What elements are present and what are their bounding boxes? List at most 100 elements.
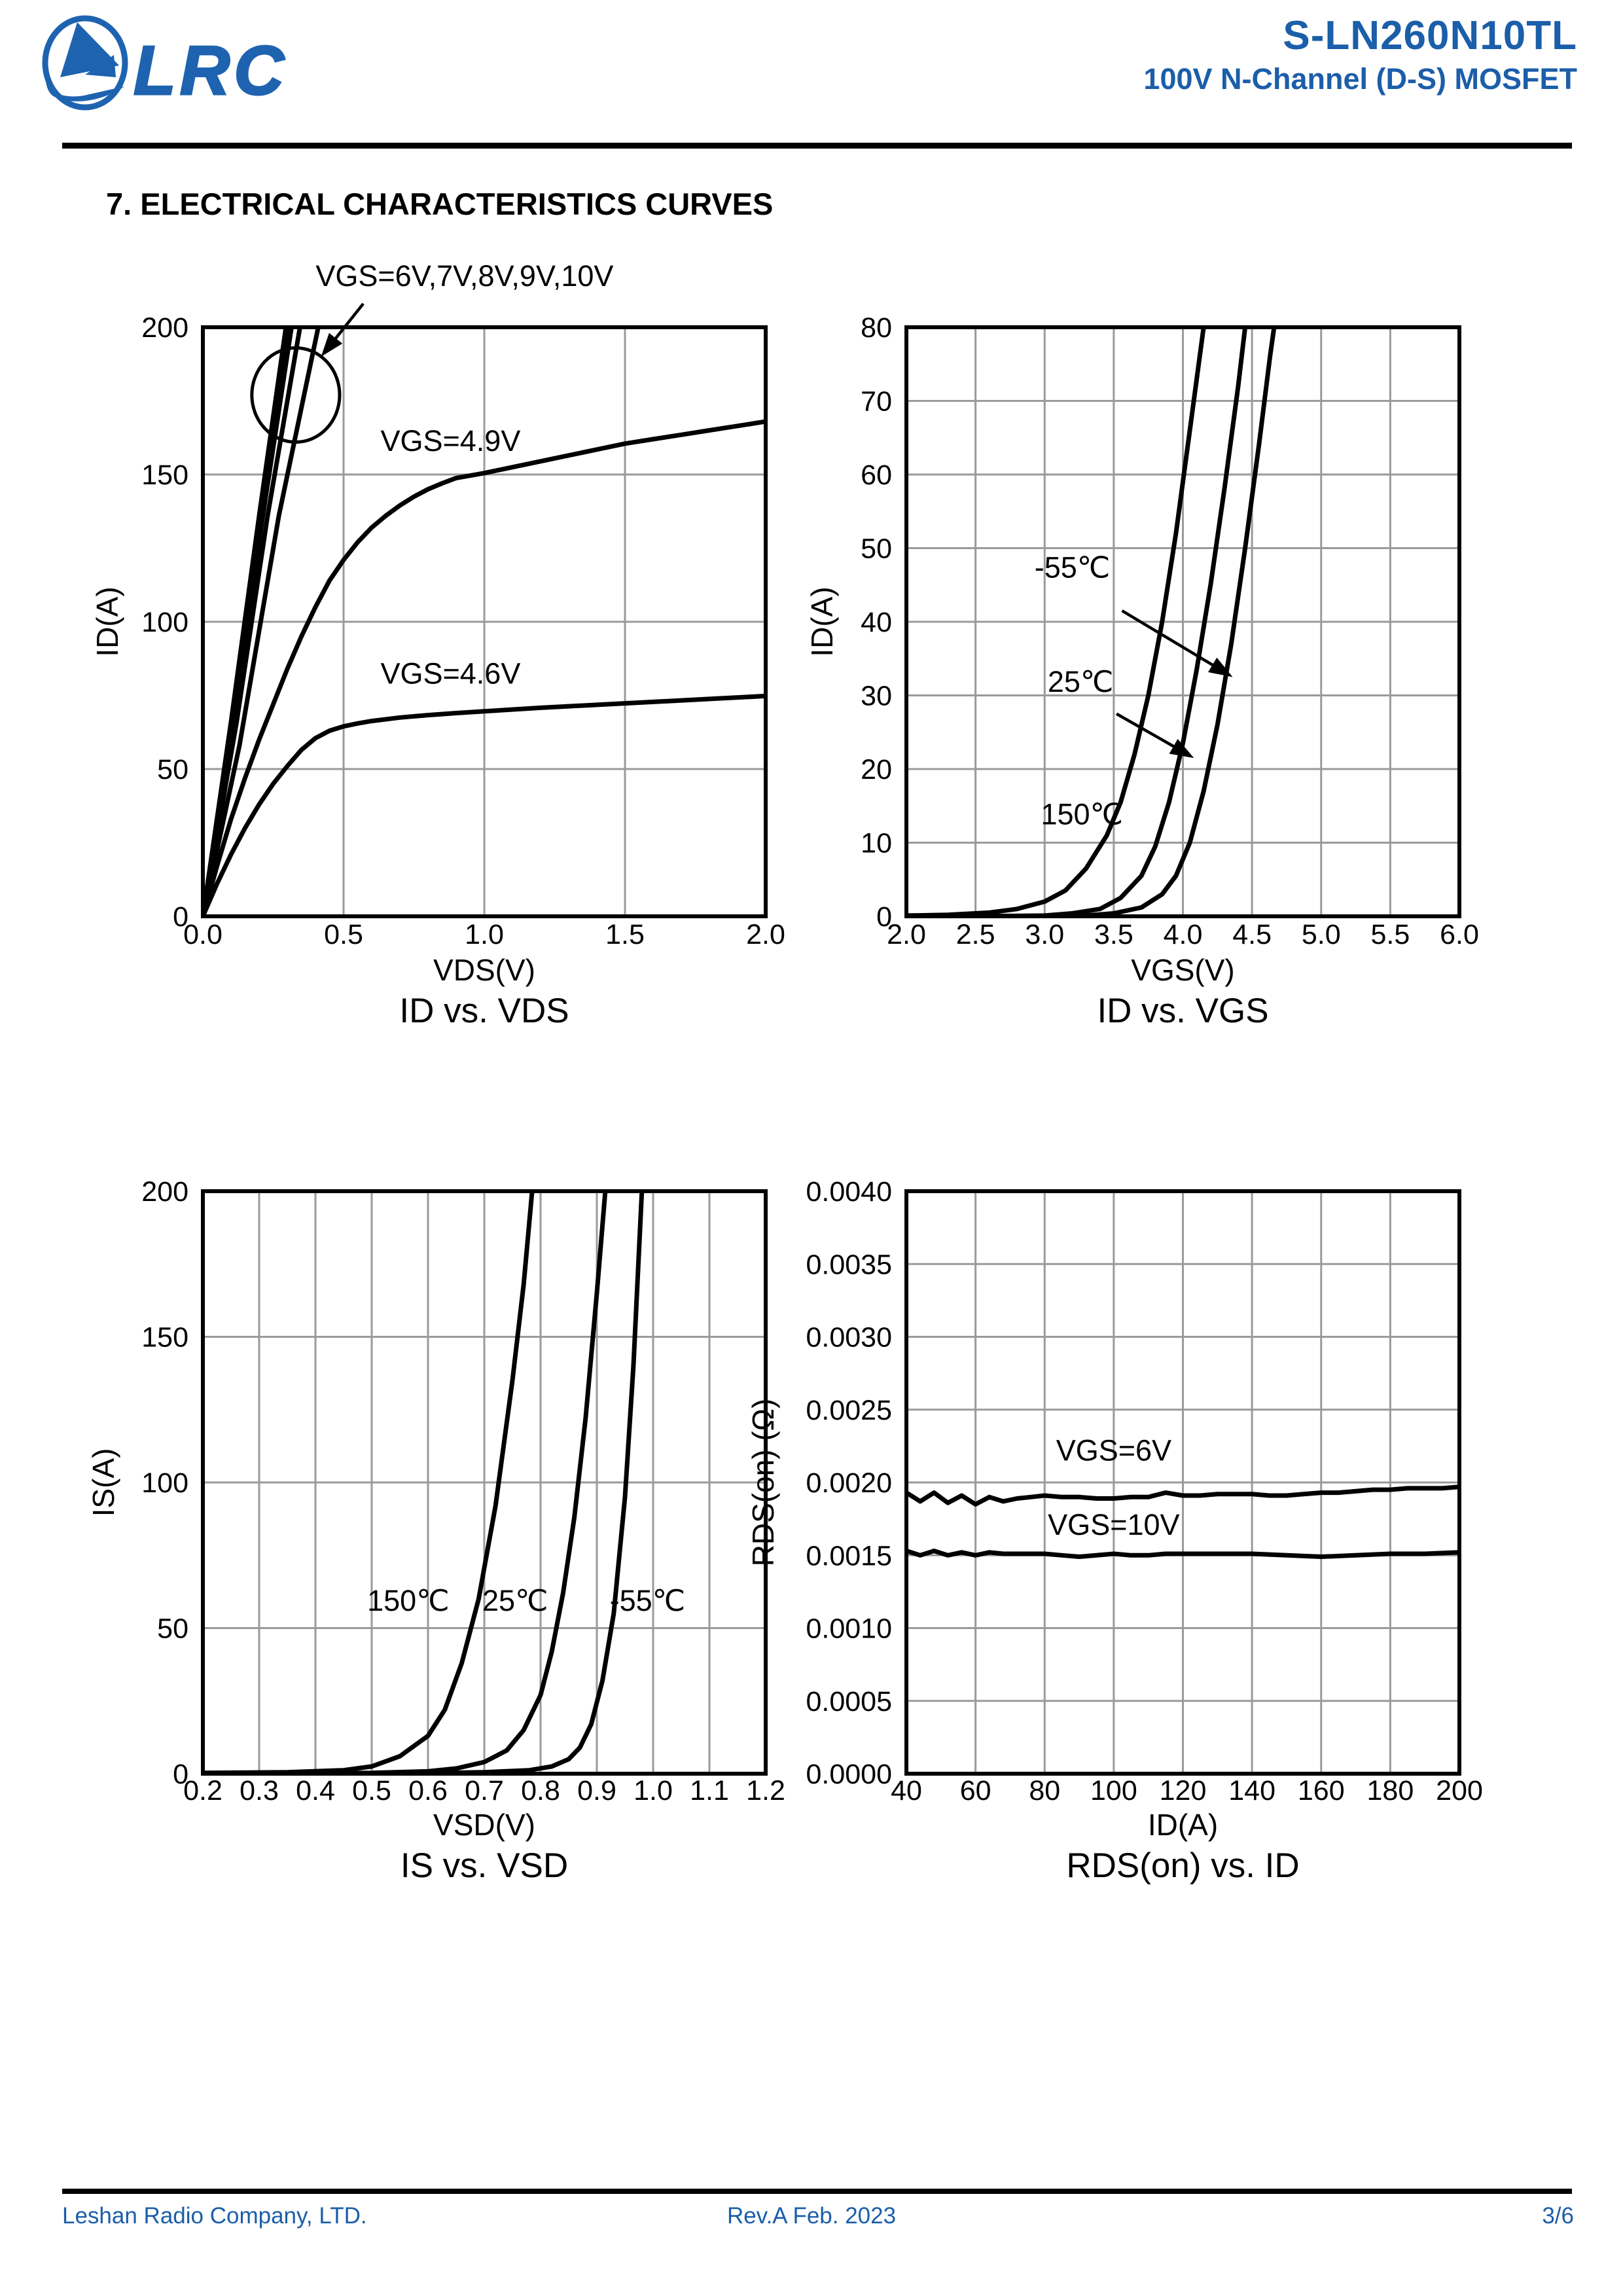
- y-tick-label: 50: [157, 1613, 188, 1645]
- y-axis-label: ID(A): [90, 586, 124, 656]
- y-tick-label: 0.0025: [806, 1395, 892, 1426]
- annotation-arrowhead: [1169, 738, 1194, 759]
- y-tick-label: 200: [141, 312, 188, 344]
- plot-border: [904, 325, 1461, 918]
- section-heading: 7. ELECTRICAL CHARACTERISTICS CURVES: [106, 187, 774, 221]
- x-tick-label: 0.9: [577, 1775, 616, 1806]
- plot-border: [201, 1189, 768, 1776]
- annotation-arrowhead: [1207, 657, 1233, 677]
- product-subtitle: 100V N-Channel (D-S) MOSFET: [1143, 62, 1577, 96]
- x-tick-label: 0.2: [183, 1775, 223, 1806]
- series-curve: [906, 1484, 1459, 1507]
- x-tick-label: 60: [960, 1775, 991, 1806]
- annotation-label: 150℃: [1041, 797, 1123, 831]
- header-titles: S-LN260N10TL 100V N-Channel (D-S) MOSFET: [1143, 14, 1577, 96]
- x-tick-label: 0.8: [521, 1775, 560, 1806]
- annotation-label: VGS=4.6V: [380, 657, 520, 691]
- y-tick-label: 0: [173, 901, 188, 933]
- chart-caption: RDS(on) vs. ID: [1066, 1846, 1299, 1885]
- x-tick-label: 6.0: [1440, 919, 1479, 950]
- product-title: S-LN260N10TL: [1283, 13, 1577, 58]
- annotation-label: VGS=6V: [1056, 1434, 1171, 1467]
- x-tick-label: 160: [1298, 1775, 1345, 1806]
- y-tick-label: 40: [861, 607, 892, 638]
- footer-rule: [62, 2189, 1572, 2194]
- annotation-label: VGS=10V: [1048, 1508, 1179, 1541]
- lrc-logo-text: LRC: [134, 32, 288, 109]
- y-axis-label: IS(A): [86, 1448, 120, 1517]
- lrc-logo: LRC: [42, 15, 288, 111]
- series-curve: [906, 1549, 1459, 1559]
- series-group: [906, 1484, 1459, 1559]
- y-axis-label: ID(A): [805, 586, 839, 656]
- chart-caption: ID vs. VDS: [399, 992, 569, 1030]
- x-tick-label: 80: [1029, 1775, 1060, 1806]
- y-tick-label: 0.0000: [806, 1759, 892, 1790]
- y-tick-label: 20: [861, 754, 892, 785]
- x-tick-label: 120: [1160, 1775, 1207, 1806]
- annotation-label: 150℃: [367, 1584, 450, 1617]
- x-tick-label: 1.0: [633, 1775, 673, 1806]
- y-tick-label: 200: [141, 1176, 188, 1208]
- y-tick-label: 0.0035: [806, 1249, 892, 1280]
- x-tick-label: 3.0: [1025, 919, 1064, 950]
- series-curve: [203, 327, 321, 916]
- y-tick-label: 150: [141, 459, 188, 491]
- x-tick-label: 1.2: [746, 1775, 785, 1806]
- series-curve: [203, 693, 766, 916]
- chart-rdson-vs-id: VGS=6V VGS=10V 40 60 80 100 120 140 160 180 200 0.0…: [746, 1176, 1483, 1885]
- x-tick-label: 1.1: [690, 1775, 729, 1806]
- logo-circle-icon: [42, 15, 128, 111]
- y-tick-label: 50: [861, 533, 892, 565]
- y-tick-label: 0: [876, 901, 892, 933]
- x-tick-label: 3.5: [1094, 919, 1133, 950]
- annotation-label: 25℃: [1048, 665, 1114, 698]
- chart-is-vs-vsd: 150℃ 25℃ -55℃ 0.2 0.3 0.4 0.5 0.6 0.7 0.8 0.9 1.0 1.…: [86, 1176, 785, 1885]
- annotation-ellipse: [250, 346, 342, 444]
- y-tick-label: 150: [141, 1322, 188, 1354]
- y-tick-label: 60: [861, 459, 892, 491]
- x-tick-label: 0.5: [352, 1775, 391, 1806]
- y-tick-label: 0.0040: [806, 1176, 892, 1208]
- logo-sail2-icon: [85, 55, 116, 77]
- annotation-label: 25℃: [482, 1584, 548, 1617]
- x-axis-label: VDS(V): [433, 953, 535, 987]
- x-tick-label: 0.0: [183, 919, 223, 950]
- series-curve: [203, 327, 302, 916]
- x-tick-label: 2.0: [887, 919, 926, 950]
- logo-hull-icon: [46, 81, 124, 101]
- x-tick-label: 0.5: [324, 919, 363, 950]
- chart-caption: ID vs. VGS: [1097, 992, 1268, 1030]
- y-tick-label: 0.0030: [806, 1322, 892, 1354]
- chart-id-vs-vds: VGS=6V,7V,8V,9V,10V VGS=4.9V VGS=4.6V 0.0 0.…: [90, 259, 785, 1030]
- header-rule: [62, 143, 1572, 149]
- annotation-arrow-line: [1121, 609, 1224, 673]
- x-tick-label: 0.7: [465, 1775, 504, 1806]
- annotation-arrowhead: [321, 332, 343, 357]
- x-tick-label: 1.0: [465, 919, 504, 950]
- x-tick-label: 0.6: [408, 1775, 448, 1806]
- y-axis-label: RDS(on) (Ω): [746, 1399, 780, 1567]
- annotation-label: -55℃: [1035, 551, 1111, 584]
- y-tick-label: 0.0010: [806, 1613, 892, 1645]
- series-curve: [203, 1191, 535, 1774]
- x-tick-label: 4.5: [1232, 919, 1272, 950]
- annotation-label: VGS=4.9V: [380, 424, 520, 457]
- x-axis-label: VSD(V): [433, 1808, 535, 1842]
- x-tick-label: 40: [891, 1775, 922, 1806]
- x-tick-label: 5.5: [1370, 919, 1410, 950]
- x-tick-label: 1.5: [605, 919, 645, 950]
- y-tick-label: 30: [861, 681, 892, 712]
- x-tick-label: 2.5: [956, 919, 995, 950]
- y-tick-label: 100: [141, 1467, 188, 1499]
- annotation-label: -55℃: [610, 1584, 686, 1617]
- series-curve: [906, 327, 1206, 916]
- x-tick-label: 140: [1228, 1775, 1275, 1806]
- y-tick-label: 80: [861, 312, 892, 344]
- y-tick-label: 0.0015: [806, 1540, 892, 1571]
- footer-page-number: 3/6: [1542, 2203, 1574, 2229]
- y-tick-label: 100: [141, 607, 188, 638]
- annotation-label: VGS=6V,7V,8V,9V,10V: [315, 259, 613, 293]
- x-axis-label: VGS(V): [1131, 953, 1234, 987]
- x-tick-label: 0.4: [296, 1775, 335, 1806]
